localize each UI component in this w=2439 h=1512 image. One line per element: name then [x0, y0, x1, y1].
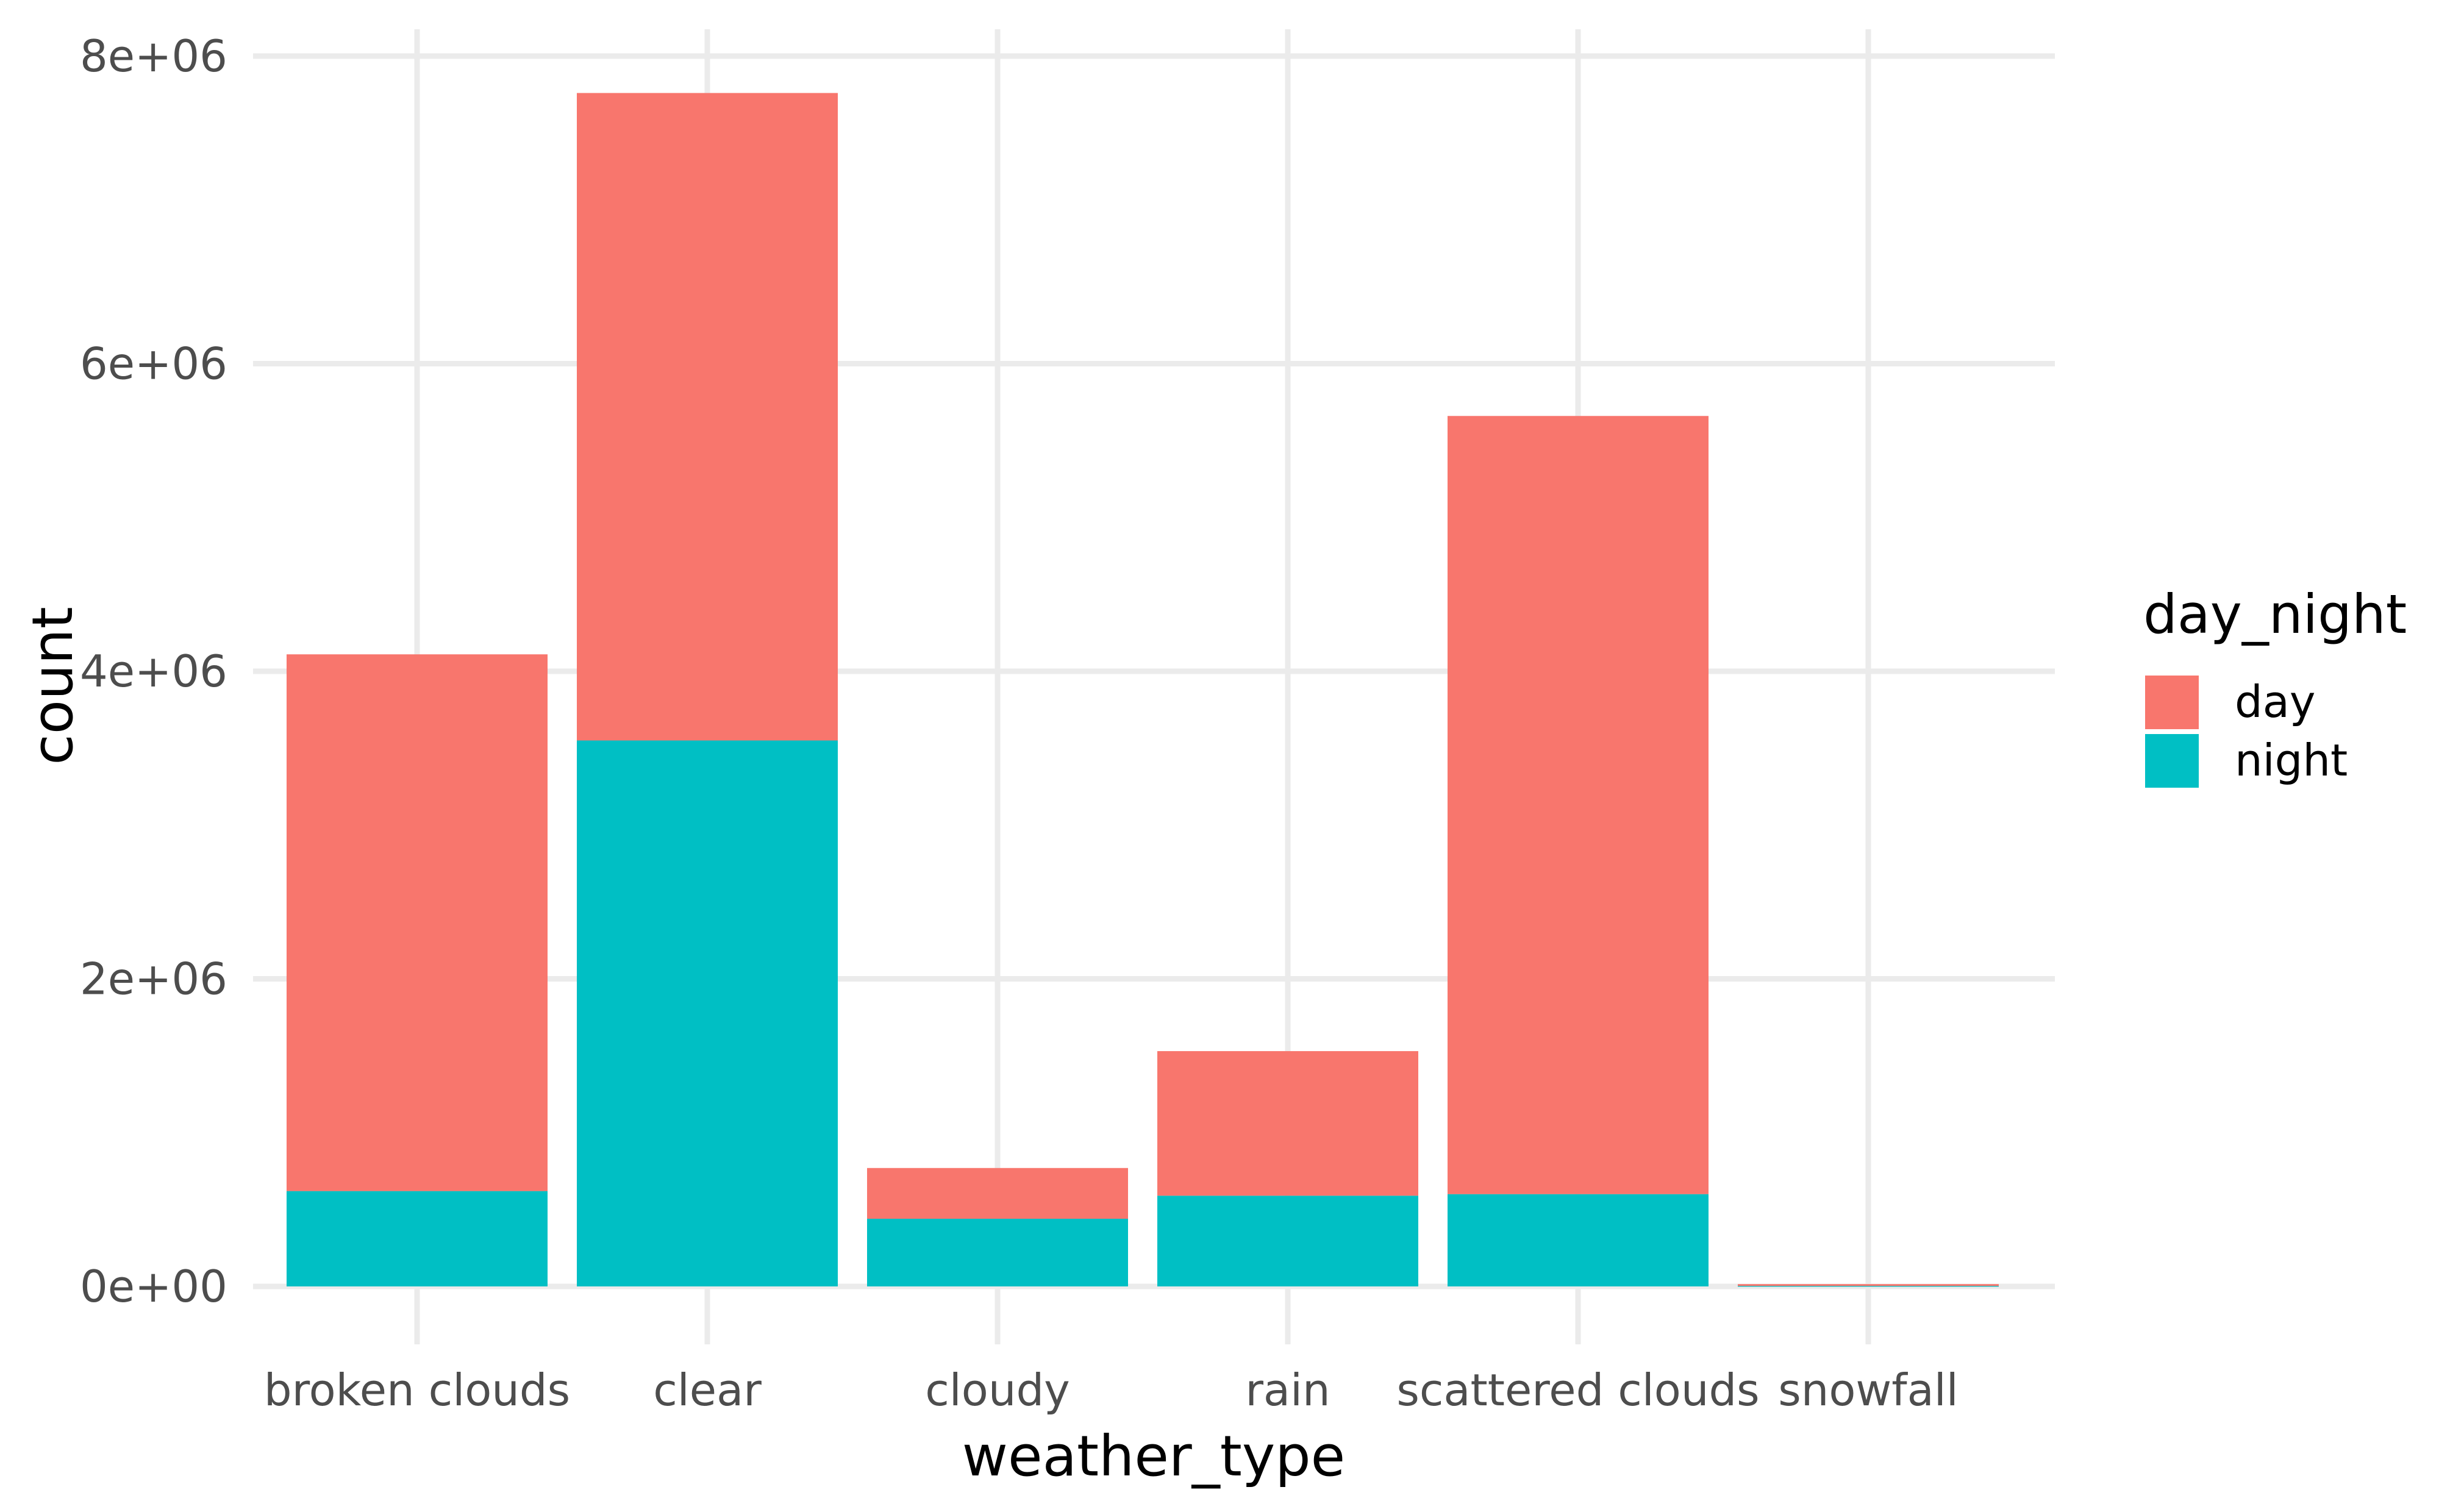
x-tick-label: broken clouds	[264, 1364, 570, 1416]
legend-title: day_night	[2143, 583, 2407, 646]
x-tick-label: snowfall	[1778, 1364, 1959, 1416]
y-tick-label: 6e+06	[80, 338, 227, 390]
y-tick-label: 4e+06	[80, 646, 227, 697]
y-axis-title: count	[20, 607, 85, 765]
y-axis-ticks: 0e+00 2e+06 4e+06 6e+06 8e+06	[80, 30, 227, 1312]
x-axis-title: weather_type	[962, 1424, 1346, 1489]
y-tick-label: 2e+06	[80, 954, 227, 1005]
legend-label-night: night	[2235, 735, 2348, 786]
x-tick-label: rain	[1245, 1364, 1330, 1416]
bar-day	[577, 93, 838, 741]
bar-day	[867, 1168, 1128, 1219]
legend-key-night	[2145, 734, 2199, 788]
bar-night	[1157, 1196, 1418, 1286]
x-tick-label: scattered clouds	[1396, 1364, 1759, 1416]
y-tick-label: 0e+00	[80, 1261, 227, 1312]
legend: day_night day night	[2143, 583, 2407, 788]
bar-night	[867, 1219, 1128, 1286]
x-tick-label: clear	[653, 1364, 762, 1416]
y-tick-label: 8e+06	[80, 30, 227, 82]
bar-day	[1448, 416, 1709, 1194]
bars	[287, 93, 1999, 1287]
bar-night	[577, 740, 838, 1286]
legend-label-day: day	[2235, 676, 2315, 727]
bar-day	[1738, 1284, 1999, 1286]
legend-key-day	[2145, 676, 2199, 729]
x-axis-ticks: broken clouds clear cloudy rain scattered cl…	[264, 1364, 1959, 1416]
bar-night	[1448, 1194, 1709, 1286]
bar-day	[1157, 1051, 1418, 1196]
bar-night	[287, 1191, 548, 1286]
x-tick-label: cloudy	[925, 1364, 1070, 1416]
bar-day	[287, 654, 548, 1191]
